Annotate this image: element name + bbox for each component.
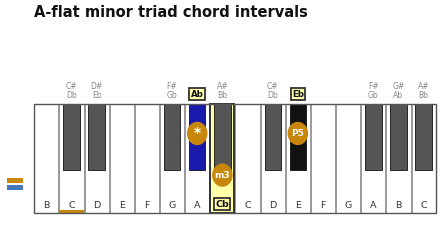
Text: C#: C# bbox=[267, 82, 279, 91]
Text: Gb: Gb bbox=[368, 91, 379, 100]
Text: Bb: Bb bbox=[217, 91, 227, 100]
Bar bbox=[189, 104, 205, 170]
Text: C: C bbox=[244, 201, 251, 210]
Text: Db: Db bbox=[268, 91, 278, 100]
Text: A: A bbox=[194, 201, 201, 210]
Text: G#: G# bbox=[392, 82, 405, 91]
Bar bbox=[164, 104, 180, 170]
Bar bbox=[34, 104, 59, 214]
Text: E: E bbox=[295, 201, 301, 210]
Bar bbox=[361, 104, 385, 214]
Text: Cb: Cb bbox=[216, 200, 229, 209]
Bar bbox=[110, 104, 134, 214]
Text: C#: C# bbox=[66, 82, 77, 91]
Text: F: F bbox=[144, 201, 150, 210]
Text: G: G bbox=[345, 201, 352, 210]
Text: basicmusictheory.com: basicmusictheory.com bbox=[12, 80, 18, 145]
Text: Eb: Eb bbox=[292, 90, 304, 99]
Text: Ab: Ab bbox=[191, 90, 204, 99]
Bar bbox=[365, 104, 381, 170]
Bar bbox=[311, 104, 335, 214]
Bar bbox=[185, 104, 209, 214]
Text: D: D bbox=[93, 201, 100, 210]
Text: m3: m3 bbox=[215, 171, 230, 180]
Text: Ab: Ab bbox=[393, 91, 403, 100]
Bar bbox=[63, 104, 80, 170]
Bar bbox=[415, 104, 432, 170]
Bar bbox=[160, 104, 184, 214]
Bar bbox=[210, 104, 235, 214]
Text: D#: D# bbox=[91, 82, 103, 91]
Bar bbox=[290, 104, 306, 170]
Bar bbox=[260, 104, 285, 214]
Bar bbox=[7, 185, 23, 190]
Text: A#: A# bbox=[216, 82, 228, 91]
Text: Db: Db bbox=[66, 91, 77, 100]
Text: A: A bbox=[370, 201, 377, 210]
Text: Bb: Bb bbox=[418, 91, 429, 100]
Bar bbox=[214, 104, 231, 170]
Text: F: F bbox=[320, 201, 326, 210]
Text: C: C bbox=[68, 201, 75, 210]
Bar bbox=[386, 104, 411, 214]
Bar bbox=[336, 104, 360, 214]
Bar bbox=[59, 104, 84, 214]
Bar bbox=[286, 104, 310, 214]
Text: B: B bbox=[43, 201, 49, 210]
Text: G: G bbox=[169, 201, 176, 210]
Bar bbox=[59, 210, 84, 214]
Text: Gb: Gb bbox=[167, 91, 177, 100]
Bar bbox=[135, 104, 159, 214]
Text: E: E bbox=[119, 201, 125, 210]
Bar bbox=[88, 104, 105, 170]
Text: A-flat minor triad chord intervals: A-flat minor triad chord intervals bbox=[34, 5, 308, 20]
Circle shape bbox=[288, 122, 308, 144]
Bar bbox=[7, 178, 23, 183]
Text: F#: F# bbox=[167, 82, 177, 91]
Bar bbox=[235, 104, 260, 214]
Bar bbox=[84, 104, 109, 214]
Bar bbox=[390, 104, 407, 170]
Text: C: C bbox=[420, 201, 427, 210]
Text: A#: A# bbox=[418, 82, 429, 91]
Text: P5: P5 bbox=[291, 129, 304, 138]
Circle shape bbox=[188, 122, 207, 144]
Text: Eb: Eb bbox=[92, 91, 101, 100]
Text: B: B bbox=[395, 201, 402, 210]
Circle shape bbox=[213, 164, 232, 186]
Bar bbox=[264, 104, 281, 170]
Bar bbox=[34, 104, 436, 214]
Bar bbox=[411, 104, 436, 214]
Text: F#: F# bbox=[368, 82, 379, 91]
Text: *: * bbox=[194, 126, 201, 140]
Text: D: D bbox=[269, 201, 276, 210]
